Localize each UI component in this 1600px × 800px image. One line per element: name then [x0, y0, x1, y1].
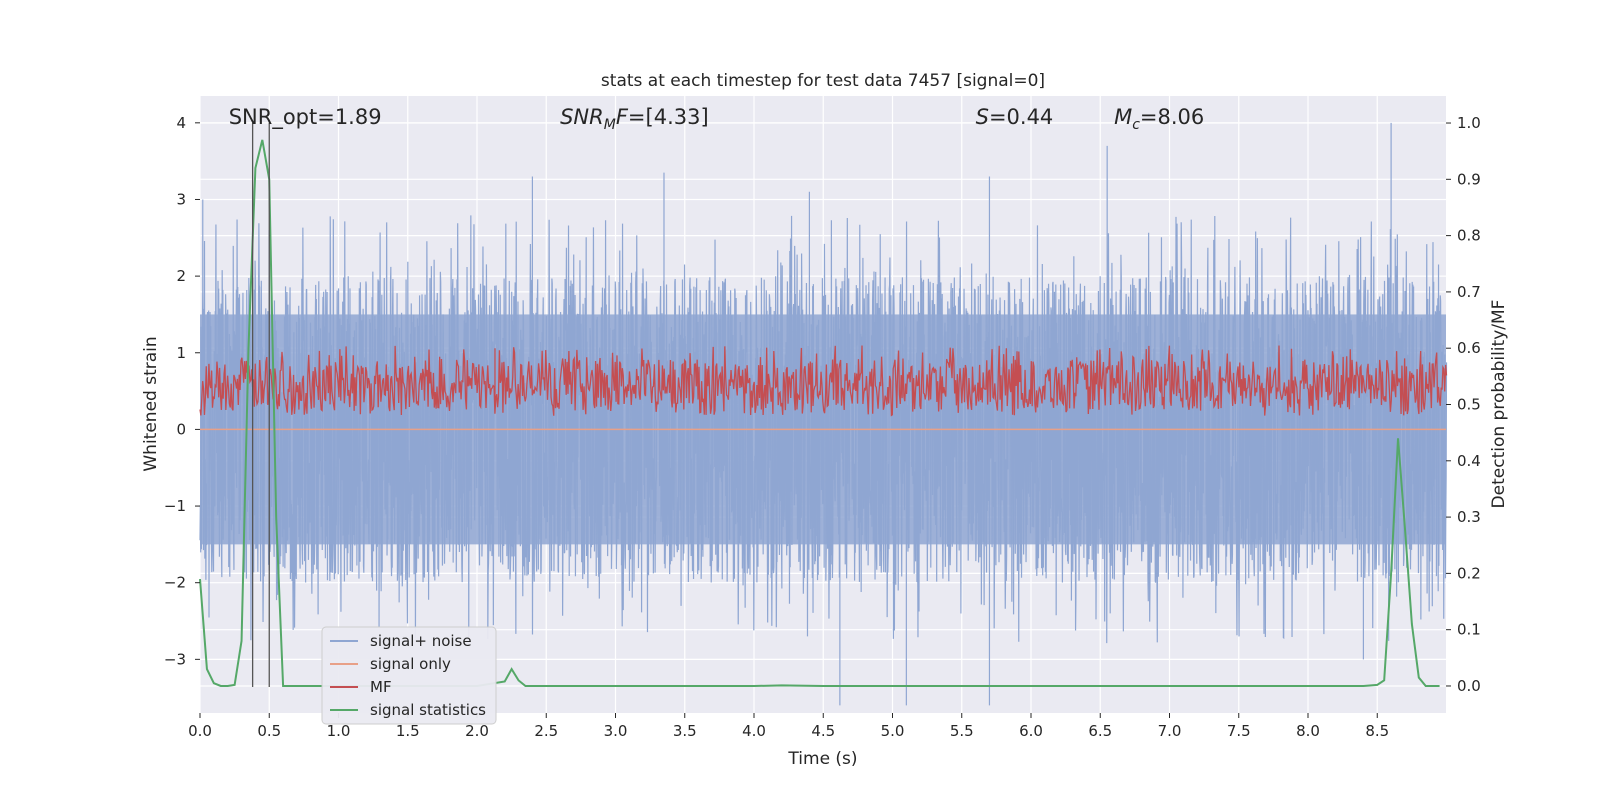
annotations: SNR_opt=1.89 SNRMF=[4.33] S=0.44 Mc=8.06	[229, 105, 1205, 133]
x-tick-label: 6.5	[1088, 722, 1112, 740]
x-tick-label: 7.0	[1158, 722, 1182, 740]
x-tick-label: 5.5	[950, 722, 974, 740]
y-right-tick-label: 0.7	[1457, 283, 1481, 301]
legend-label: MF	[370, 678, 392, 696]
x-tick-label: 1.0	[327, 722, 351, 740]
x-tick-label: 7.5	[1227, 722, 1251, 740]
y-right-tick-label: 0.0	[1457, 677, 1481, 695]
vertical-markers	[251, 122, 270, 687]
legend-label: signal+ noise	[370, 632, 472, 650]
y-axis-right-label: Detection probability/MF	[1489, 300, 1509, 509]
y-left-tick-label: −2	[164, 574, 186, 592]
y-left-tick-label: 1	[176, 344, 186, 362]
annotation: S=0.44	[976, 105, 1054, 129]
series-signal-statistics	[199, 139, 1440, 687]
y-right-tick-label: 0.2	[1457, 564, 1481, 582]
y-left-tick-label: −3	[164, 650, 186, 668]
y-right-tick-label: 0.3	[1457, 508, 1481, 526]
x-tick-label: 8.5	[1365, 722, 1389, 740]
x-tick-label: 4.0	[742, 722, 766, 740]
legend: signal+ noise signal only MF signal statist…	[321, 626, 497, 725]
legend-box	[321, 626, 497, 725]
annotation: SNR_opt=1.89	[229, 105, 382, 130]
x-tick-label: 1.5	[396, 722, 420, 740]
legend-label: signal statistics	[370, 701, 486, 719]
annotation: SNRMF=[4.33]	[560, 105, 709, 133]
y-left-tick-label: 2	[176, 267, 186, 285]
x-tick-label: 4.5	[811, 722, 835, 740]
x-axis-label: Time (s)	[787, 749, 857, 769]
y-left-tick-label: 0	[176, 420, 186, 438]
y-right-tick-label: 1.0	[1457, 114, 1481, 132]
y-left-tick-label: 4	[176, 114, 186, 132]
x-tick-label: 2.5	[534, 722, 558, 740]
y-axis-left-label: Whitened strain	[141, 336, 161, 471]
signal-statistics-line	[199, 139, 1440, 687]
y-right-tick-label: 0.9	[1457, 170, 1481, 188]
y-axis-right-ticks: 0.0 0.1 0.2 0.3 0.4 0.5 0.6 0.7 0.8 0.9 1.0	[1446, 114, 1481, 695]
series-mf	[199, 345, 1448, 417]
y-axis-left-ticks: −3 −2 −1 0 1 2 3 4	[164, 114, 200, 668]
x-axis-ticks: 0.0 0.5 1.0 1.5 2.0 2.5 3.0 3.5 4.0 4.5 5.0 5.5 6.0 6…	[188, 713, 1389, 740]
y-right-tick-label: 0.5	[1457, 396, 1481, 414]
x-tick-label: 5.0	[881, 722, 905, 740]
annotation: Mc=8.06	[1114, 105, 1204, 133]
legend-label: signal only	[370, 655, 451, 673]
y-left-tick-label: 3	[176, 190, 186, 208]
y-right-tick-label: 0.6	[1457, 339, 1481, 357]
y-right-tick-label: 0.4	[1457, 452, 1481, 470]
y-right-tick-label: 0.8	[1457, 227, 1481, 245]
x-tick-label: 0.0	[188, 722, 212, 740]
x-tick-label: 8.0	[1296, 722, 1320, 740]
x-tick-label: 3.0	[604, 722, 628, 740]
mf-line	[199, 345, 1448, 417]
x-tick-label: 0.5	[257, 722, 281, 740]
y-right-tick-label: 0.1	[1457, 621, 1481, 639]
x-tick-label: 6.0	[1019, 722, 1043, 740]
y-left-tick-label: −1	[164, 497, 186, 515]
x-tick-label: 2.0	[465, 722, 489, 740]
chart-title: stats at each timestep for test data 745…	[601, 71, 1045, 91]
x-tick-label: 3.5	[673, 722, 697, 740]
